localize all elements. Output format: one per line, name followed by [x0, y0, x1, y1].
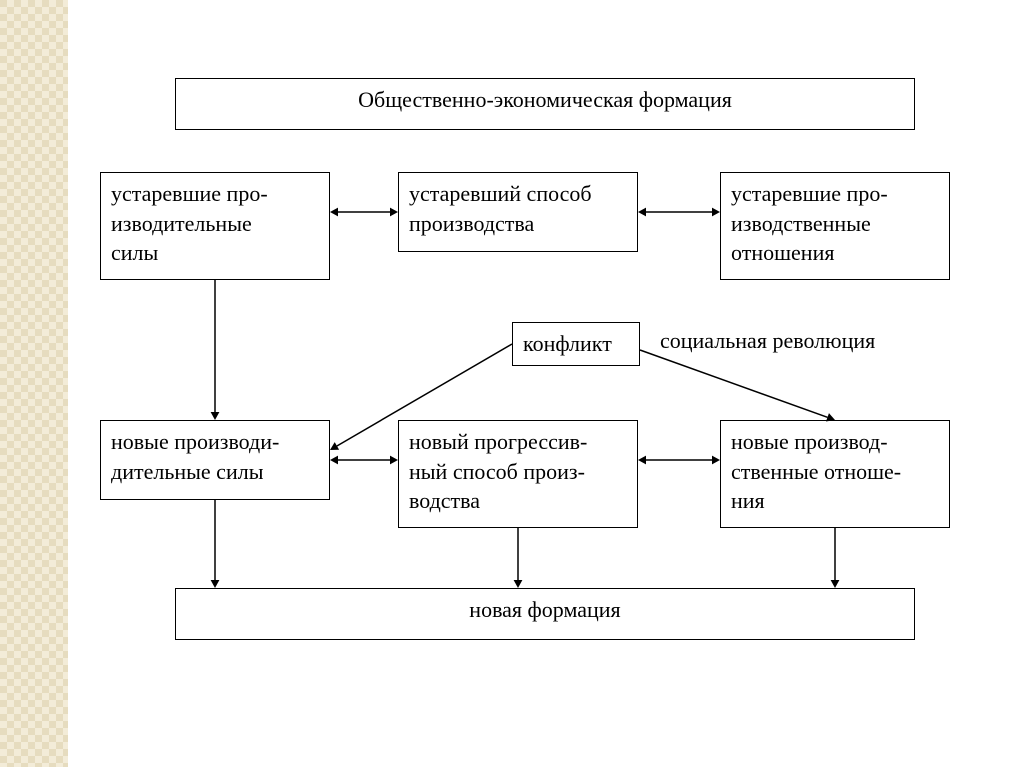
node-new-relations: новые производ-ственные отноше-ния: [720, 420, 950, 528]
node-old-relations: устаревшие про-изводственныеотношения: [720, 172, 950, 280]
node-label: новый прогрессив-ный способ произ-водств…: [409, 429, 587, 513]
node-old-mode: устаревший способпроизводства: [398, 172, 638, 252]
node-label: устаревшие про-изводительныесилы: [111, 181, 268, 265]
node-old-forces: устаревшие про-изводительныесилы: [100, 172, 330, 280]
freetext-social-revolution: социальная революция: [660, 328, 875, 354]
node-label: устаревший способпроизводства: [409, 181, 592, 236]
node-new-mode: новый прогрессив-ный способ произ-водств…: [398, 420, 638, 528]
node-label: конфликт: [523, 331, 612, 356]
sidebar-band: [0, 0, 68, 767]
node-label: новые производи-дительные силы: [111, 429, 279, 484]
diagram-root: Общественно-экономическая формация устар…: [0, 0, 1024, 767]
node-label: новая формация: [469, 597, 620, 622]
node-formation-top: Общественно-экономическая формация: [175, 78, 915, 130]
freetext-label: социальная революция: [660, 328, 875, 353]
node-label: Общественно-экономическая формация: [358, 87, 732, 112]
node-new-formation: новая формация: [175, 588, 915, 640]
node-label: новые производ-ственные отноше-ния: [731, 429, 901, 513]
node-label: устаревшие про-изводственныеотношения: [731, 181, 888, 265]
node-conflict: конфликт: [512, 322, 640, 366]
node-new-forces: новые производи-дительные силы: [100, 420, 330, 500]
